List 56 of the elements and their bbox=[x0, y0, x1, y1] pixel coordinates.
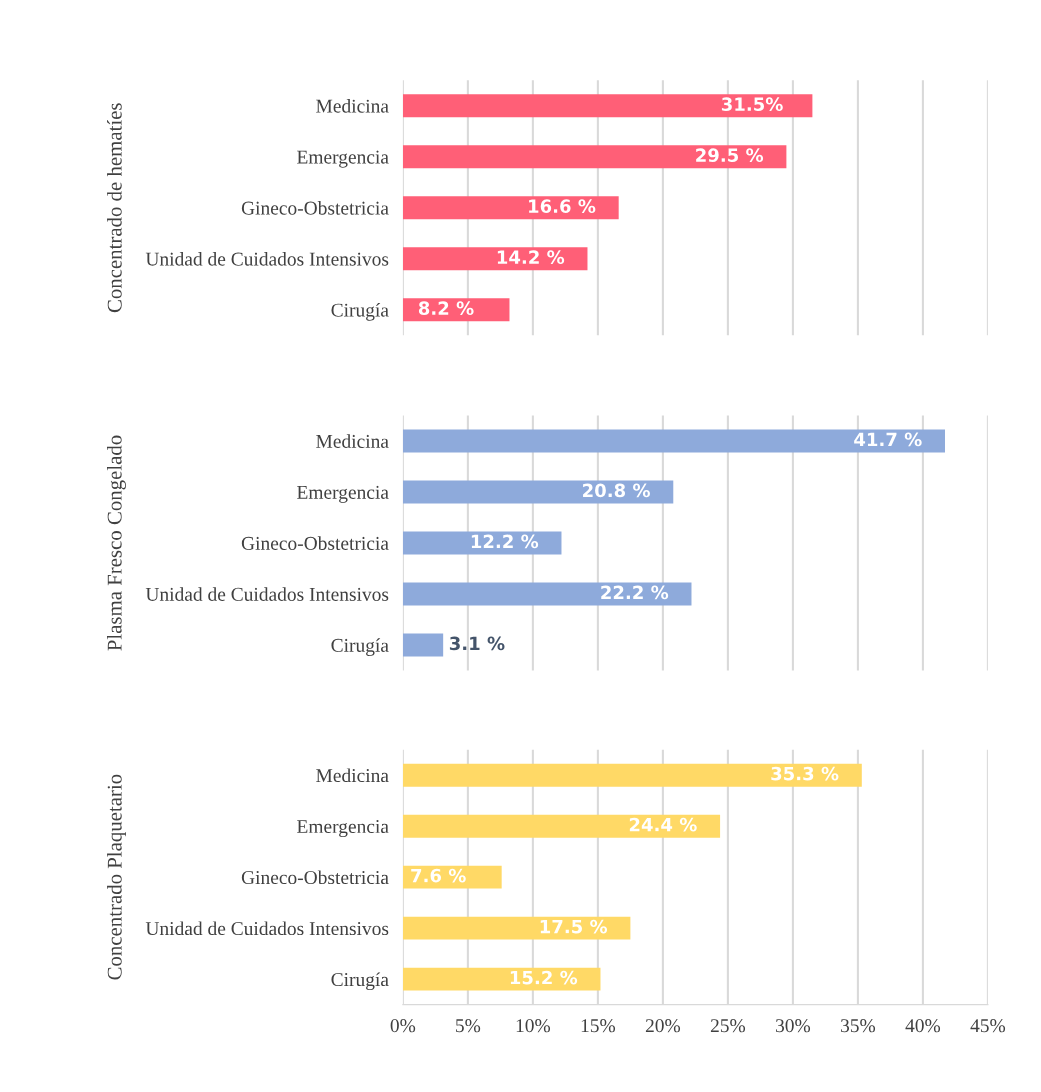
bar bbox=[402, 916, 631, 940]
y-tick-label: Gineco-Obstetricia bbox=[241, 201, 389, 215]
y-tick-label: Gineco-Obstetricia bbox=[241, 536, 389, 550]
bar bbox=[402, 429, 946, 453]
data-label: 41.7 % bbox=[854, 432, 922, 447]
data-label: 29.5 % bbox=[696, 148, 764, 162]
y-tick-label: Cirugía bbox=[331, 638, 389, 656]
y-axis-title: Plasma Fresco Congelado bbox=[107, 435, 126, 651]
data-label: 22.2 % bbox=[601, 585, 669, 600]
x-tick-label: 45% bbox=[970, 1019, 1006, 1033]
data-label: 12.2 % bbox=[471, 534, 539, 549]
x-tick-label: 0% bbox=[390, 1019, 416, 1033]
x-tick-label: 5% bbox=[456, 1019, 481, 1033]
x-tick-label: 30% bbox=[776, 1019, 811, 1033]
y-tick-label: Medicina bbox=[316, 434, 389, 448]
y-tick-label: Gineco-Obstetricia bbox=[241, 870, 389, 885]
bar bbox=[402, 94, 813, 118]
data-label: 7.6 % bbox=[411, 868, 466, 883]
data-label: 8.2 % bbox=[418, 301, 474, 315]
data-label: 16.6 % bbox=[529, 199, 596, 213]
bar bbox=[402, 865, 502, 889]
x-tick-label: 10% bbox=[516, 1019, 551, 1033]
y-tick-label: Cirugía bbox=[331, 302, 389, 321]
bar bbox=[402, 480, 674, 504]
data-label: 15.2 % bbox=[510, 970, 578, 985]
data-label: 31.5% bbox=[721, 97, 783, 111]
y-tick-label: Emergencia bbox=[297, 820, 389, 838]
y-axis-title: Concentrado de hematíes bbox=[107, 103, 122, 313]
y-tick-label: Unidad de Cuidados Intensivos bbox=[145, 921, 389, 936]
y-tick-label: Unidad de Cuidados Intensivos bbox=[145, 252, 389, 266]
y-axis-title: Concentrado Plaquetario bbox=[107, 774, 126, 980]
data-label: 3.1 % bbox=[449, 636, 505, 651]
y-tick-label: Medicina bbox=[316, 768, 389, 783]
y-tick-label: Emergencia bbox=[297, 150, 389, 168]
y-tick-label: Medicina bbox=[316, 99, 389, 113]
x-tick-label: 25% bbox=[710, 1019, 746, 1033]
y-tick-label: Unidad de Cuidados Intensivos bbox=[145, 587, 389, 601]
bar bbox=[402, 582, 692, 606]
bar bbox=[402, 196, 619, 220]
x-tick-label: 40% bbox=[905, 1019, 941, 1033]
y-tick-label: Cirugía bbox=[331, 972, 389, 991]
data-label: 24.4 % bbox=[629, 817, 697, 832]
data-label: 35.3 % bbox=[771, 766, 839, 781]
bar bbox=[402, 633, 444, 657]
y-tick-label: Emergencia bbox=[297, 485, 389, 503]
bar bbox=[402, 814, 721, 838]
data-label: 14.2 % bbox=[497, 250, 565, 264]
x-tick-label: 15% bbox=[581, 1019, 616, 1033]
bar bbox=[402, 247, 588, 271]
data-label: 20.8 % bbox=[583, 483, 650, 498]
bar bbox=[402, 145, 787, 169]
x-tick-label: 35% bbox=[841, 1019, 876, 1033]
x-tick-label: 20% bbox=[645, 1019, 681, 1033]
bar bbox=[402, 763, 862, 787]
bar bbox=[402, 967, 601, 991]
data-label: 17.5 % bbox=[540, 919, 608, 934]
